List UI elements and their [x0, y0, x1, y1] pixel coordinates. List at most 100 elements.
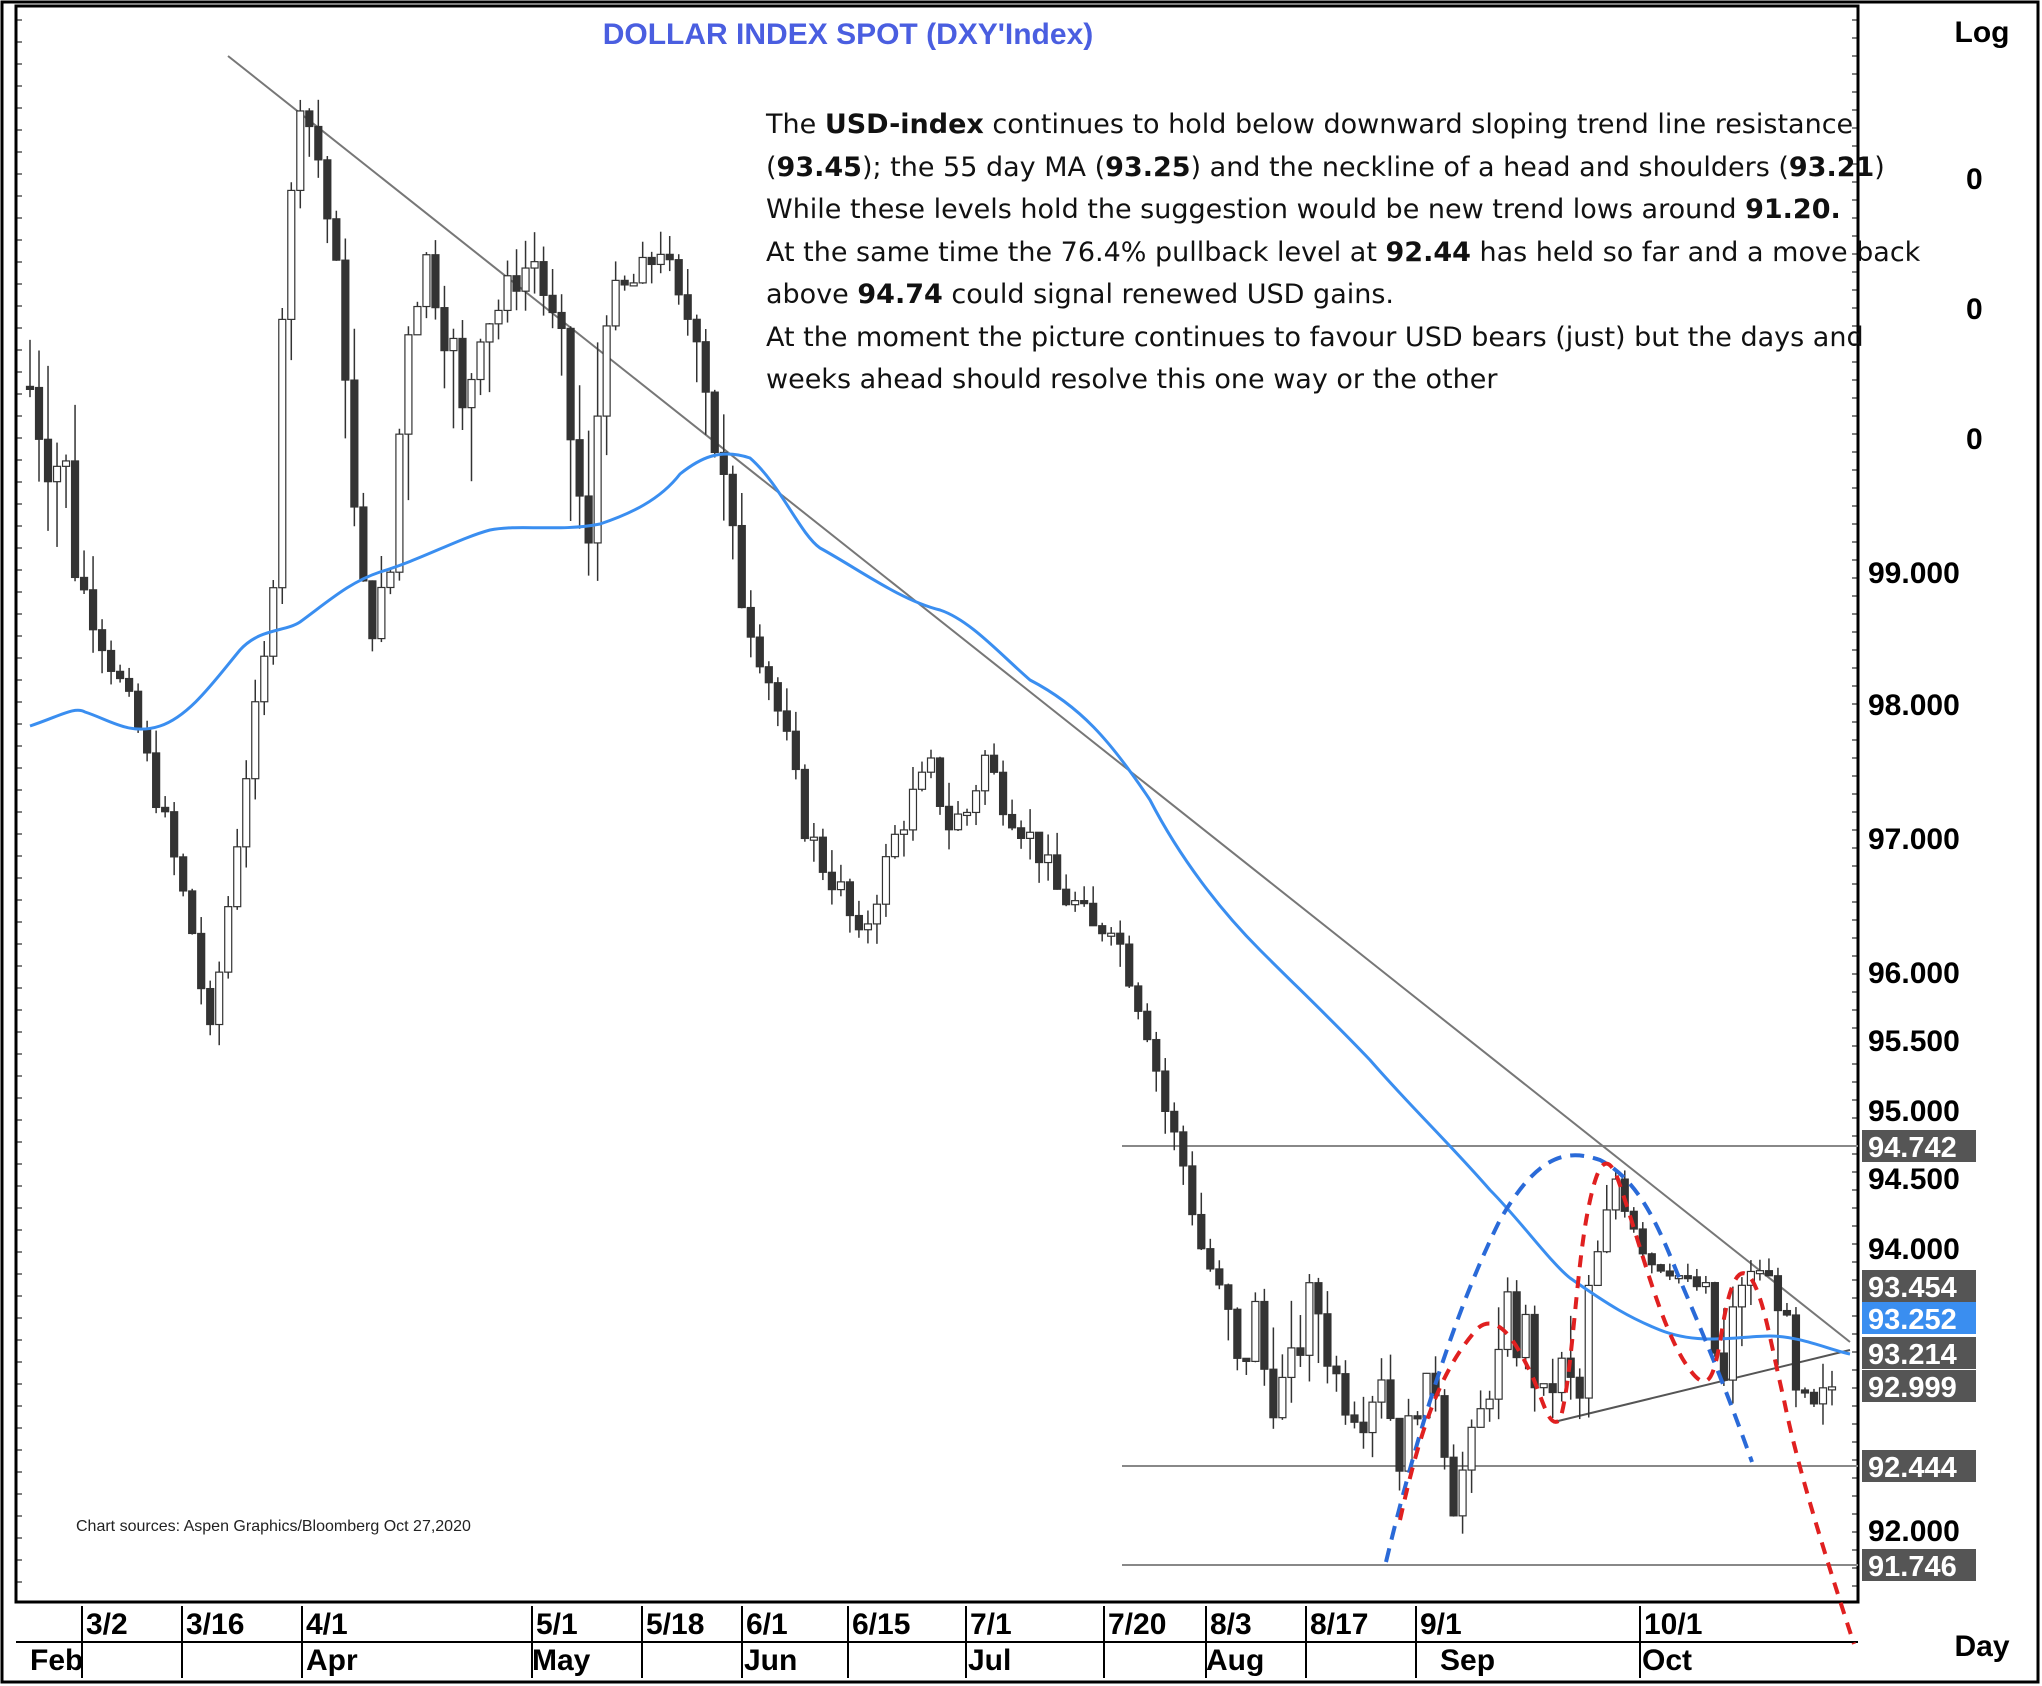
price-tag-box — [1862, 1370, 1976, 1402]
candle-body — [25, 385, 35, 390]
period-label: Day — [1954, 1630, 2009, 1663]
candle-body — [52, 465, 62, 483]
candle-body — [170, 811, 179, 858]
y-tick-label-partial: 0 — [1966, 163, 1983, 196]
x-month-label: Jun — [744, 1644, 797, 1677]
commentary-line: weeks ahead should resolve this one way … — [766, 364, 1498, 395]
bold-text: 94.74 — [857, 279, 943, 310]
candle-body — [1368, 1401, 1377, 1434]
y-axis-labels: 99.000 98.000 97.000 96.000 95.500 95.000 94.5… — [1868, 163, 1983, 1548]
text-span: above — [766, 279, 858, 310]
candle-body — [1827, 1386, 1837, 1391]
candle-body — [1143, 1010, 1152, 1041]
candle-body — [1314, 1282, 1323, 1315]
candle-body — [512, 275, 521, 292]
candle-body — [1440, 1395, 1449, 1458]
candle-body — [1503, 1291, 1512, 1351]
candle-body — [359, 506, 368, 582]
candle-body — [1016, 827, 1026, 839]
candle-body — [611, 279, 620, 327]
candle-body — [1269, 1368, 1278, 1419]
candle-body — [1179, 1131, 1188, 1167]
candle-body — [1188, 1165, 1197, 1216]
candle-body — [314, 125, 323, 161]
price-tag-label: 93.214 — [1868, 1339, 1957, 1371]
candle-body — [620, 279, 629, 286]
candle-body — [827, 871, 836, 891]
x-tick-label: 8/17 — [1310, 1608, 1368, 1641]
candle-body — [971, 790, 981, 814]
candle-body — [1377, 1379, 1386, 1403]
y-tick-label: 97.000 — [1868, 823, 1960, 856]
candle-body — [404, 334, 413, 435]
x-month-label: Aug — [1206, 1644, 1264, 1677]
price-tag-label: 94.742 — [1868, 1132, 1957, 1164]
candle-body — [1467, 1426, 1476, 1471]
candle-body — [386, 571, 395, 589]
candle-body — [1557, 1357, 1566, 1394]
price-tag-label: 93.454 — [1868, 1272, 1957, 1304]
x-tick-label: 5/18 — [646, 1608, 704, 1641]
candle-body — [683, 294, 692, 320]
candle-body — [1809, 1391, 1819, 1405]
candle-body — [530, 261, 539, 269]
candle-body — [908, 788, 918, 831]
candle-body — [818, 836, 827, 873]
candle-body — [521, 267, 530, 292]
candle-body — [836, 881, 846, 891]
bold-text: 92.44 — [1385, 236, 1471, 268]
x-tick-label: 6/1 — [746, 1608, 788, 1641]
candle-body — [872, 903, 882, 925]
candle-body — [467, 378, 476, 409]
candle-body — [1350, 1414, 1359, 1423]
candle-body — [1710, 1282, 1719, 1354]
price-tag-box — [1862, 1302, 1976, 1334]
candle-body — [1683, 1275, 1692, 1280]
candle-body — [1458, 1469, 1467, 1517]
candle-body — [719, 451, 728, 475]
candle-body — [1161, 1070, 1170, 1112]
x-tick-label: 9/1 — [1420, 1608, 1462, 1641]
candle-body — [1575, 1376, 1584, 1399]
candle-body — [1494, 1348, 1503, 1400]
candle-body — [125, 677, 134, 692]
candle-body — [43, 438, 53, 483]
price-tag-box — [1862, 1450, 1976, 1482]
candle-body — [332, 218, 341, 261]
text-span: ( — [766, 151, 777, 183]
candle-body — [1170, 1110, 1179, 1133]
x-tick-label: 7/20 — [1108, 1608, 1166, 1641]
scale-label: Log — [1955, 16, 2010, 49]
commentary-line: At the same time the 76.4% pullback leve… — [766, 232, 1966, 275]
x-month-label: Feb — [30, 1644, 83, 1677]
candle-body — [206, 987, 215, 1026]
candle-body — [88, 589, 98, 631]
candle-body — [1386, 1379, 1395, 1420]
candle-body — [1692, 1276, 1701, 1288]
candle-body — [980, 754, 990, 792]
y-tick-label: 94.500 — [1868, 1163, 1960, 1196]
candle-body — [1359, 1421, 1368, 1434]
text-span: ) and the neckline of a head and shoulde… — [1190, 151, 1789, 183]
candle-body — [854, 914, 864, 931]
candle-body — [1116, 932, 1125, 945]
candle-body — [242, 778, 251, 848]
candle-body — [1125, 943, 1134, 987]
candle-body — [1539, 1383, 1548, 1389]
chart-title: DOLLAR INDEX SPOT (DXY'Index) — [603, 18, 1094, 51]
text-span: ) — [1874, 151, 1885, 183]
source-note: Chart sources: Aspen Graphics/Bloomberg … — [76, 1518, 471, 1535]
candle-body — [422, 254, 431, 308]
ma55-line — [29, 452, 1851, 1356]
candle-body — [656, 253, 665, 266]
candle-body — [692, 318, 701, 343]
candle-body — [1395, 1417, 1404, 1472]
candle-body — [458, 337, 467, 409]
x-month-label: Apr — [306, 1644, 358, 1677]
candle-body — [629, 282, 638, 287]
candle-body — [863, 923, 873, 931]
candle-body — [1449, 1456, 1458, 1517]
candle-body — [989, 754, 999, 773]
candle-body — [287, 189, 296, 320]
candle-body — [881, 856, 891, 905]
